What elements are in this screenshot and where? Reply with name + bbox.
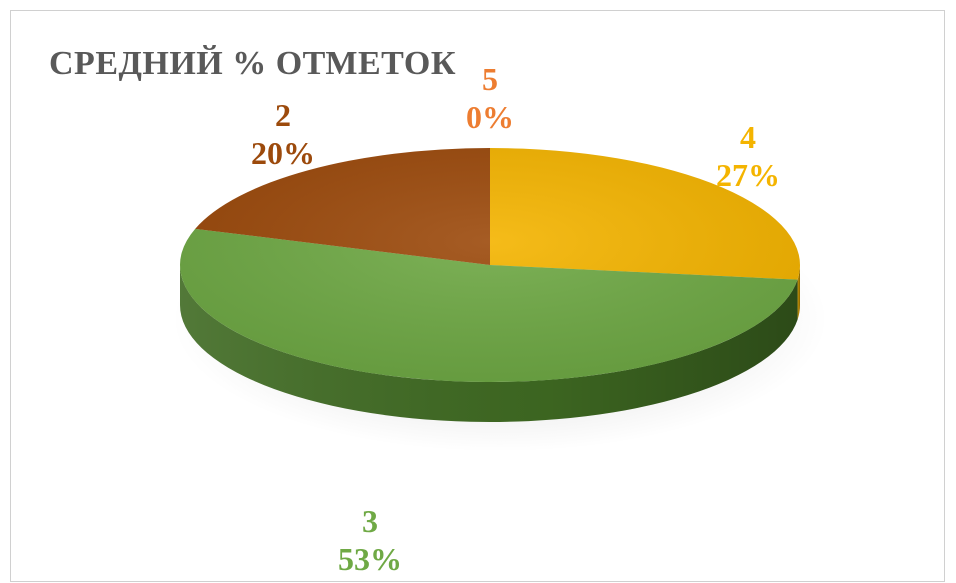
data-label-percent-4: 27%	[716, 157, 780, 193]
pie-slice-side-shade-3	[180, 265, 798, 423]
data-label-percent-2: 20%	[251, 135, 315, 171]
data-label-category-4: 4	[740, 119, 756, 155]
data-label-category-3: 3	[362, 503, 378, 539]
data-label-percent-3: 53%	[338, 541, 402, 577]
data-label-percent-5: 0%	[466, 99, 514, 135]
pie-slice-side-shade-4	[797, 265, 801, 320]
data-label-category-5: 5	[482, 61, 498, 97]
pie-top-gloss	[180, 148, 800, 382]
data-label-category-2: 2	[275, 97, 291, 133]
chart-title: СРЕДНИЙ % ОТМЕТОК	[49, 45, 457, 82]
